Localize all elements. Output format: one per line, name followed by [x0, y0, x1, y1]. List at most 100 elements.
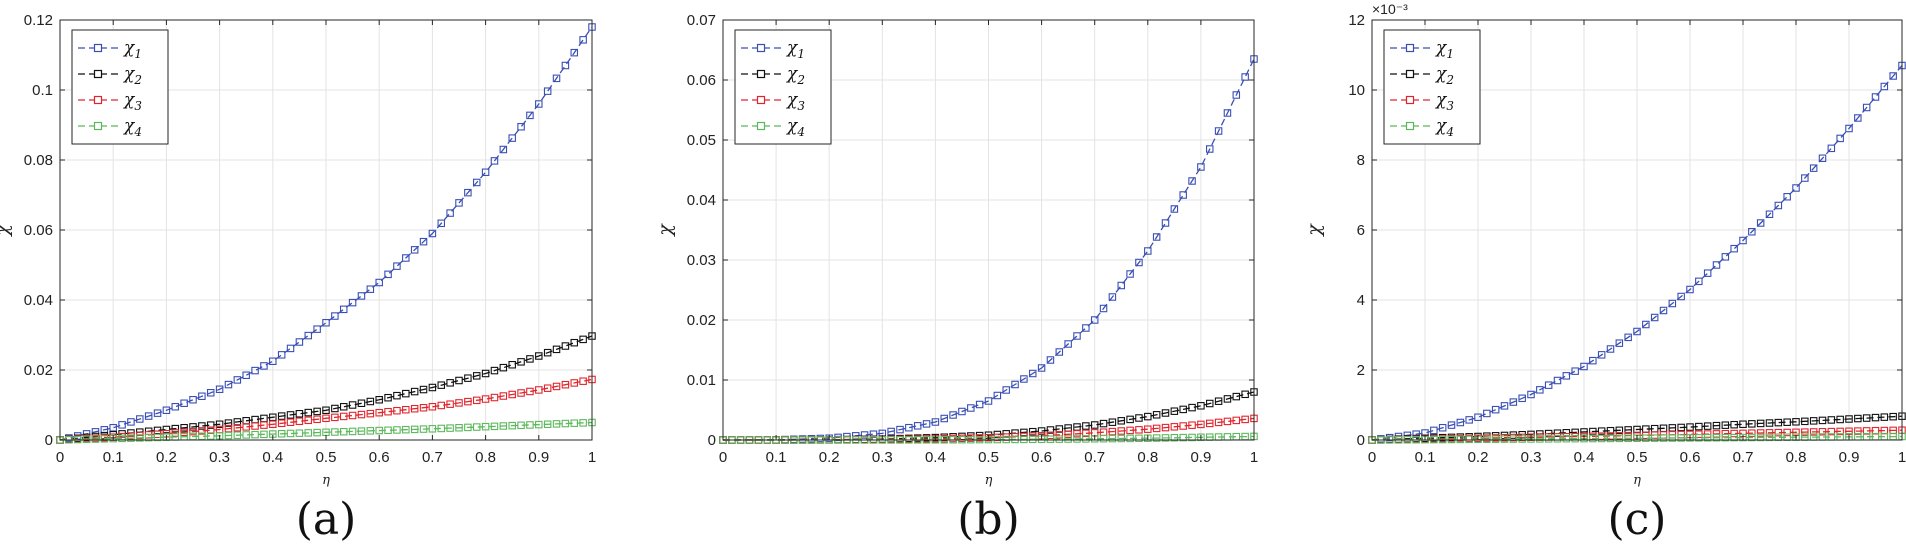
data-point — [490, 157, 499, 165]
data-point — [1483, 435, 1491, 443]
x-tick-label: 0.9 — [1190, 449, 1211, 466]
data-point — [561, 419, 570, 428]
data-point — [1756, 219, 1765, 227]
data-point — [579, 36, 587, 44]
y-tick-label: 0.05 — [687, 132, 716, 149]
series-markers-chi-4 — [56, 418, 596, 444]
data-point — [136, 415, 144, 423]
y-tick-label: 0.04 — [687, 192, 716, 209]
data-point — [1809, 417, 1818, 425]
data-point — [1037, 427, 1046, 435]
data-point — [331, 413, 339, 422]
data-point — [1686, 423, 1694, 431]
chart-panel-b: 0 0.1 0.2 0.3 0.4 0.5 0.6 0.7 0.8 0.9 1 0 0.01 0.02 0.… — [654, 12, 1258, 545]
data-point — [1126, 426, 1134, 435]
data-point — [136, 434, 144, 442]
data-point — [464, 423, 472, 432]
data-point — [570, 48, 579, 57]
data-point — [1589, 427, 1597, 436]
data-point — [1135, 414, 1143, 422]
data-point — [1774, 418, 1783, 427]
data-point — [860, 431, 869, 439]
x-tick-label: 0 — [719, 449, 727, 466]
data-point — [384, 393, 392, 402]
data-point — [331, 404, 339, 413]
data-point — [1020, 375, 1028, 383]
data-point — [206, 421, 215, 429]
x-tick-label: 0.2 — [819, 449, 840, 466]
legend-marker — [756, 69, 766, 79]
legend-subscript: 1 — [797, 47, 805, 61]
data-point — [286, 344, 295, 353]
data-point — [993, 391, 1002, 400]
data-point — [366, 409, 375, 418]
series-line-chi-4 — [59, 421, 593, 441]
data-point — [464, 188, 472, 197]
y-tick-label: 0.07 — [687, 12, 716, 29]
data-point — [570, 338, 579, 347]
data-point — [1571, 434, 1579, 443]
data-point — [1580, 362, 1588, 371]
data-point — [171, 429, 180, 437]
series-line-chi-2 — [1371, 415, 1903, 441]
data-point — [1845, 427, 1853, 435]
data-point — [1677, 434, 1685, 442]
series-line-chi-1 — [59, 26, 593, 441]
x-tick-label: 0 — [56, 449, 64, 466]
legend-subscript: 3 — [134, 99, 142, 113]
data-point — [1553, 435, 1562, 443]
data-point — [233, 376, 242, 384]
data-point — [1082, 422, 1090, 430]
data-point — [1544, 435, 1553, 443]
data-point — [339, 402, 348, 411]
data-point — [313, 407, 321, 416]
y-tick-label: 0.04 — [24, 292, 53, 309]
data-point — [1686, 285, 1694, 294]
data-point — [543, 420, 552, 428]
data-point — [1135, 434, 1143, 443]
data-point — [490, 393, 499, 402]
data-point — [472, 178, 481, 187]
data-point — [1801, 428, 1809, 436]
data-point — [561, 342, 570, 350]
data-point — [517, 123, 525, 131]
x-tick-label: 1 — [588, 449, 596, 466]
data-point — [1223, 395, 1232, 403]
data-point — [277, 351, 286, 359]
data-point — [1889, 72, 1897, 80]
data-point — [224, 419, 233, 427]
legend-marker — [93, 121, 103, 131]
data-point — [1606, 434, 1615, 443]
data-point — [348, 298, 357, 307]
x-tick-label: 0.5 — [978, 449, 999, 466]
data-point — [579, 419, 587, 427]
data-point — [366, 285, 375, 293]
y-tick-label: 0.02 — [24, 362, 53, 379]
y-tick-label: 0 — [45, 432, 53, 449]
data-point — [153, 426, 162, 435]
data-point — [304, 331, 313, 340]
data-point — [958, 407, 966, 416]
data-point — [1108, 418, 1117, 426]
data-point — [1046, 431, 1055, 440]
data-point — [357, 410, 366, 419]
data-point — [419, 385, 428, 394]
data-point — [1046, 426, 1055, 434]
data-point — [984, 397, 993, 405]
data-point — [1126, 270, 1134, 278]
y-axis-label: χ — [1303, 223, 1325, 238]
x-tick-label: 1 — [1898, 449, 1906, 466]
legend-box — [71, 29, 169, 145]
data-point — [357, 292, 366, 300]
data-point — [348, 427, 357, 436]
data-point — [1703, 422, 1712, 430]
x-tick-label: 0 — [1368, 449, 1376, 466]
data-point — [1465, 416, 1473, 424]
data-point — [1144, 247, 1152, 255]
data-point — [304, 429, 313, 437]
data-point — [393, 406, 401, 415]
data-point — [1703, 269, 1712, 277]
data-point — [339, 427, 348, 436]
data-point — [198, 432, 206, 441]
